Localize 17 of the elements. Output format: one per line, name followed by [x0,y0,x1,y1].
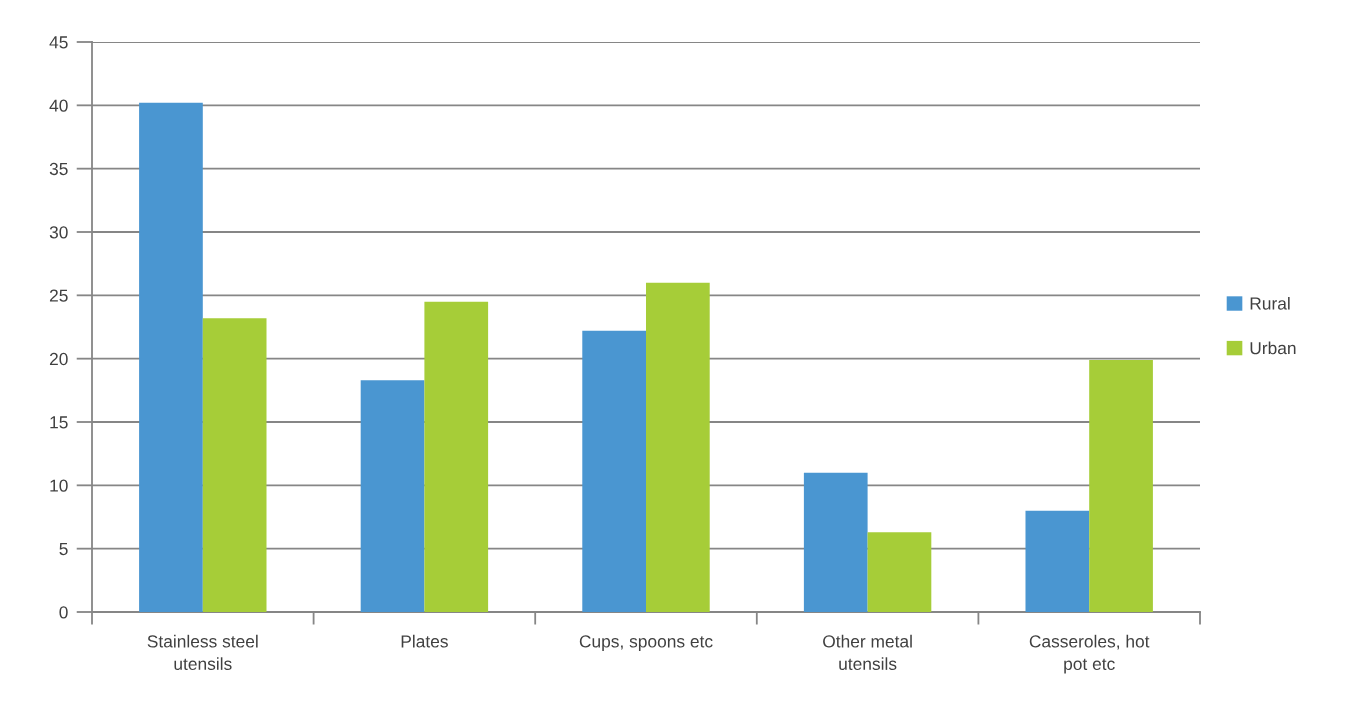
legend-label: Urban [1250,341,1296,355]
y-tick-label: 35 [49,162,68,176]
y-tick-label: 0 [59,606,68,619]
y-tick-label: 5 [59,543,68,556]
y-tick-label: 30 [49,226,68,239]
x-tick-label: Cups, spoons etc [579,635,713,651]
legend-label: Rural [1250,296,1290,310]
y-tick-label: 40 [49,99,68,112]
y-tick-label: 45 [49,36,68,49]
y-tick-label: 20 [49,352,68,366]
x-tick-label: Other metal utensils [823,634,912,671]
y-tick-label: 15 [50,416,68,429]
x-tick-label: Stainless steel utensils [147,634,258,671]
y-tick-label: 10 [50,479,68,492]
y-tick-label: 25 [49,289,68,302]
x-tick-label: Casseroles, hot pot etc [1029,634,1150,674]
x-tick-label: Plates [401,634,448,648]
